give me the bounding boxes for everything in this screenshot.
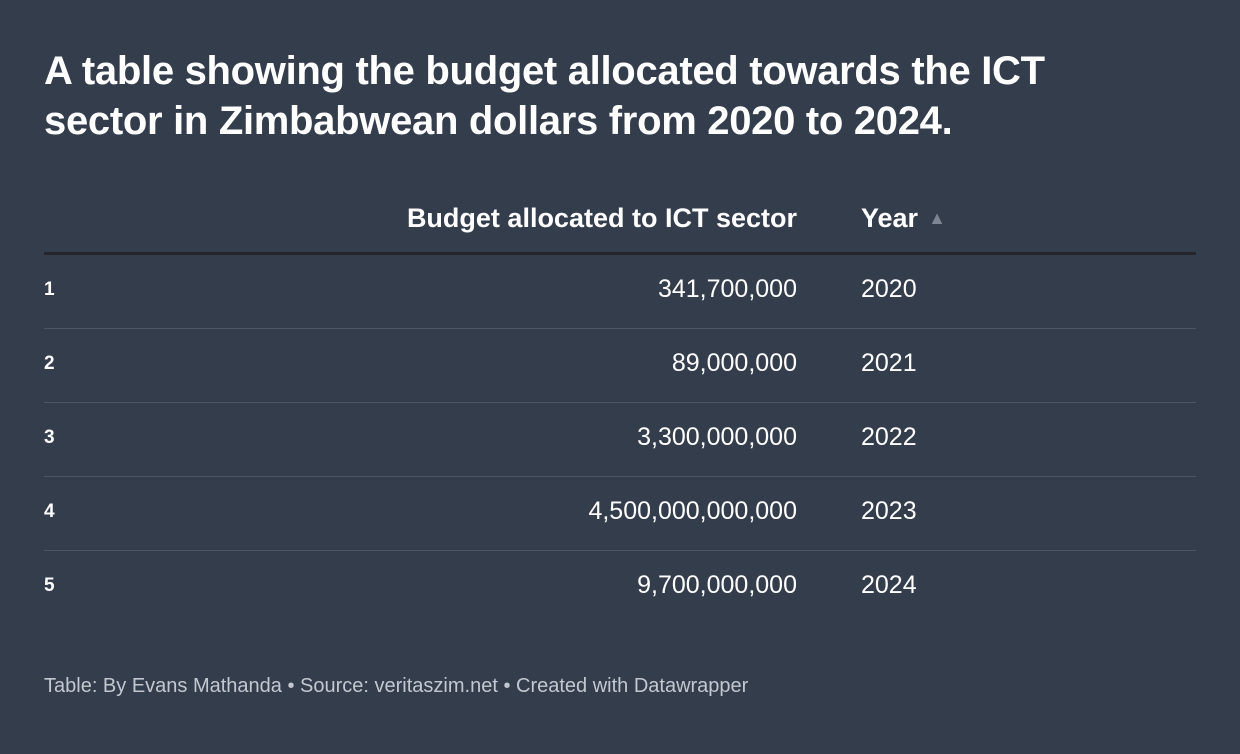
table-row: 5 9,700,000,000 2024	[44, 551, 1196, 624]
budget-cell: 9,700,000,000	[637, 571, 797, 599]
column-header-year-label: Year	[861, 203, 919, 233]
footer-credits: Table: By Evans Mathanda • Source: verit…	[44, 675, 749, 697]
page-title: A table showing the budget allocated tow…	[44, 49, 1045, 143]
table-row: 3 3,300,000,000 2022	[44, 403, 1196, 477]
year-cell: 2020	[861, 275, 917, 303]
year-cell: 2022	[861, 423, 917, 451]
budget-cell: 89,000,000	[671, 349, 797, 377]
budget-cell: 3,300,000,000	[637, 423, 797, 451]
budget-cell: 4,500,000,000,000	[588, 497, 797, 525]
row-index: 1	[44, 279, 55, 300]
year-cell: 2023	[861, 497, 917, 525]
row-index: 5	[44, 575, 55, 596]
budget-cell: 341,700,000	[657, 275, 797, 303]
row-index: 4	[44, 501, 55, 522]
budget-table: Budget allocated to ICT sector Year ▲ 1 34…	[44, 190, 1196, 624]
table-row: 1 341,700,000 2020	[44, 255, 1196, 329]
table-row: 4 4,500,000,000,000 2023	[44, 477, 1196, 551]
year-cell: 2024	[861, 571, 917, 599]
column-header-year[interactable]: Year ▲	[861, 203, 946, 234]
table-row: 2 89,000,000 2021	[44, 329, 1196, 403]
year-cell: 2021	[861, 349, 917, 377]
row-index: 3	[44, 427, 55, 448]
column-header-budget[interactable]: Budget allocated to ICT sector	[406, 203, 797, 233]
table-header: Budget allocated to ICT sector Year ▲	[44, 190, 1196, 255]
row-index: 2	[44, 353, 55, 374]
sort-ascending-icon[interactable]: ▲	[928, 208, 946, 228]
